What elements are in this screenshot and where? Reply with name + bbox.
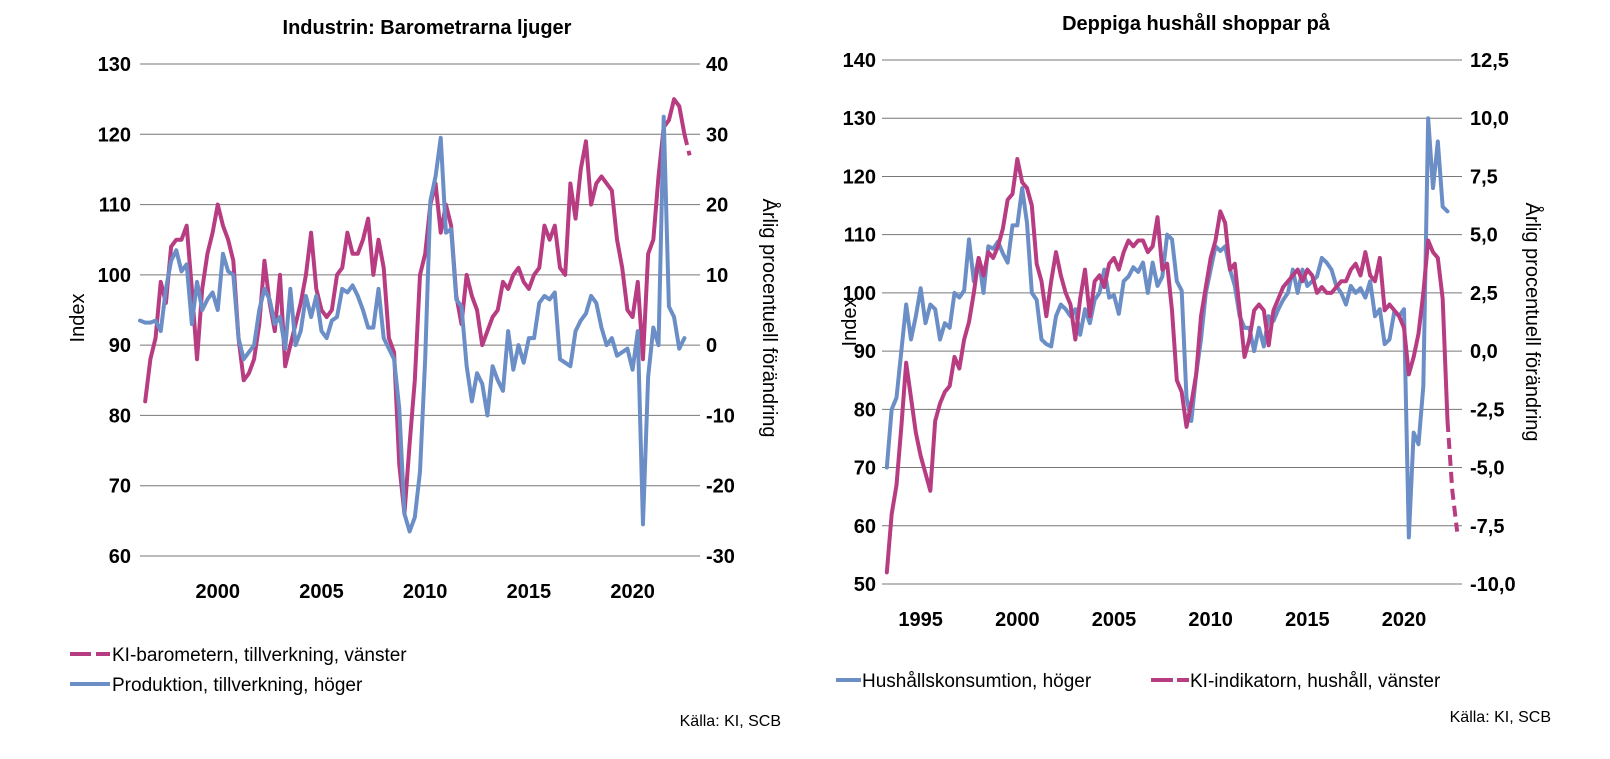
y-tick-label-left: 100: [843, 283, 876, 305]
series-line: [138, 114, 687, 534]
y-axis-label-right: Årlig procentuell förändring: [1521, 202, 1544, 441]
legend-label: Produktion, tillverkning, höger: [112, 675, 363, 696]
legend: Hushållskonsumtion, höger KI-indikatorn,…: [836, 671, 1441, 692]
y-tick-label-left: 110: [99, 195, 131, 217]
chart-hushall: Deppiga hushåll shoppar på 50 60 70 80 90 100…: [836, 12, 1551, 726]
y-tick-label-left: 90: [109, 335, 131, 357]
y-tick-label-right: -10: [706, 405, 735, 427]
y-tick-label-right: 12,5: [1470, 50, 1509, 72]
y-tick-label-right: 7,5: [1470, 166, 1498, 188]
y-tick-label-left: 100: [98, 265, 131, 287]
y-tick-label-right: 0: [706, 335, 717, 357]
y-axis-label-left: Index: [67, 294, 89, 343]
x-tick-label: 2005: [1092, 609, 1137, 631]
y-tick-label-left: 70: [109, 476, 131, 498]
legend-label: Hushållskonsumtion, höger: [862, 671, 1092, 692]
series-line: [884, 116, 1450, 540]
y-tick-label-right: -7,5: [1470, 516, 1504, 538]
y-axis-label-right: Årlig procentuell förändring: [758, 198, 781, 437]
series-line: [143, 97, 687, 516]
x-tick-label: 2000: [196, 581, 241, 603]
y-tick-label-right: 5,0: [1470, 225, 1498, 247]
series-line: [884, 156, 1450, 575]
series-line-forecast: [682, 133, 692, 156]
y-axis-label-left: Index: [839, 298, 861, 347]
x-tick-label: 2010: [403, 581, 448, 603]
legend-label: KI-indikatorn, hushåll, vänster: [1190, 671, 1441, 692]
gridlines: [882, 59, 1462, 585]
y-tick-label-right: 10: [706, 265, 728, 287]
series-group: [884, 116, 1460, 575]
source-note: Källa: KI, SCB: [1450, 709, 1551, 726]
legend: KI-barometern, tillverkning, vänster Pro…: [70, 645, 407, 696]
chart-title: Deppiga hushåll shoppar på: [1062, 12, 1331, 35]
y-tick-label-right: 2,5: [1470, 283, 1498, 305]
legend-item: KI-barometern, tillverkning, vänster: [70, 645, 407, 666]
x-tick-label: 2005: [299, 581, 344, 603]
y-tick-label-right: 40: [706, 54, 728, 76]
y-tick-label-right: -2,5: [1470, 399, 1504, 421]
y-tick-label-right: -20: [706, 476, 735, 498]
chart-title: Industrin: Barometrarna ljuger: [283, 17, 572, 39]
series-group: [138, 97, 692, 534]
y-tick-label-left: 80: [109, 405, 131, 427]
x-tick-label: 2010: [1188, 609, 1233, 631]
y-tick-label-right: 20: [706, 195, 728, 217]
legend-item: Hushållskonsumtion, höger: [836, 671, 1092, 692]
x-tick-label: 1995: [898, 609, 943, 631]
legend-item: KI-indikatorn, hushåll, vänster: [1151, 671, 1441, 692]
x-tick-label: 2000: [995, 609, 1040, 631]
series-line-forecast: [1445, 420, 1460, 532]
x-tick-label: 2015: [1285, 609, 1330, 631]
y-tick-label-left: 60: [109, 546, 131, 568]
x-tick-label: 2015: [507, 581, 552, 603]
y-tick-label-left: 80: [854, 399, 876, 421]
legend-item: Produktion, tillverkning, höger: [70, 675, 363, 696]
y-tick-label-left: 60: [854, 516, 876, 538]
y-tick-label-left: 50: [854, 574, 876, 596]
y-tick-label-left: 130: [843, 108, 876, 130]
y-tick-label-left: 70: [854, 458, 876, 480]
y-tick-label-right: -5,0: [1470, 458, 1504, 480]
tick-labels: 60 70 80 90 100 110 120 130 -30 -20 -10 0 10 20 30 40 20…: [98, 54, 735, 603]
legend-label: KI-barometern, tillverkning, vänster: [112, 645, 407, 666]
y-tick-label-right: 30: [706, 124, 728, 146]
y-tick-label-left: 120: [843, 166, 876, 188]
y-tick-label-left: 110: [844, 225, 876, 247]
chart-industrin: Industrin: Barometrarna ljuger 60 70 80 90 1…: [67, 17, 781, 730]
y-tick-label-left: 140: [843, 50, 876, 72]
y-tick-label-left: 120: [98, 124, 131, 146]
y-tick-label-right: -10,0: [1470, 574, 1516, 596]
y-tick-label-right: 0,0: [1470, 341, 1498, 363]
y-tick-label-left: 130: [98, 54, 131, 76]
tick-labels: 50 60 70 80 90 100 110 120 130 140 -10,0 -7,5 -5,0 -2…: [843, 50, 1516, 631]
y-tick-label-right: 10,0: [1470, 108, 1509, 130]
y-tick-label-left: 90: [854, 341, 876, 363]
source-note: Källa: KI, SCB: [680, 713, 781, 730]
y-tick-label-right: -30: [706, 546, 735, 568]
x-tick-label: 2020: [1382, 609, 1427, 631]
x-tick-label: 2020: [610, 581, 655, 603]
